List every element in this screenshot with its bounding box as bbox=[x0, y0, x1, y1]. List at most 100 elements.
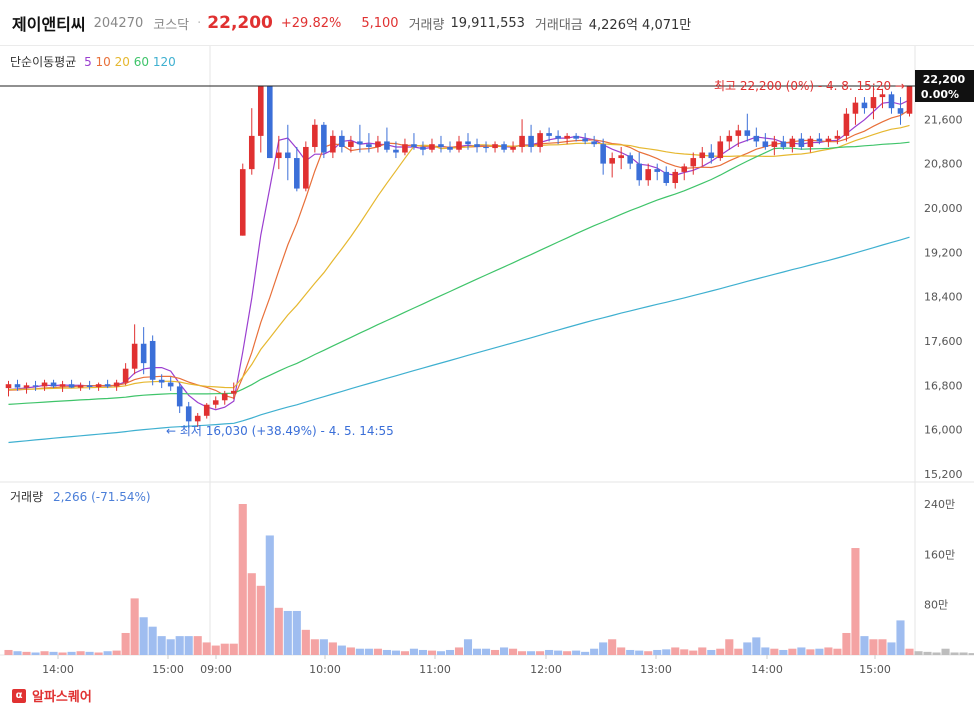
volume-bar bbox=[770, 648, 779, 655]
volume-bar bbox=[238, 504, 247, 655]
header-divider bbox=[0, 45, 974, 46]
volume-value: 19,911,553 bbox=[450, 15, 525, 31]
volume-tick-label: 160만 bbox=[924, 548, 955, 561]
candle bbox=[203, 403, 210, 419]
candle bbox=[789, 135, 796, 153]
change-amount: 5,100 bbox=[361, 15, 399, 31]
ma-legend[interactable]: 단순이동평균 5 10 20 60 120 bbox=[10, 53, 176, 70]
volume-bar bbox=[436, 651, 446, 655]
ma-20-label: 20 bbox=[114, 55, 130, 69]
y-tick-label: 15,200 bbox=[924, 468, 963, 481]
candle bbox=[23, 382, 30, 394]
candle-body bbox=[86, 385, 93, 387]
volume-bar bbox=[662, 649, 671, 655]
candle bbox=[465, 133, 471, 150]
market-name: 코스닥 bbox=[153, 17, 190, 33]
volume-bar bbox=[373, 648, 382, 655]
volume-bar bbox=[590, 648, 599, 655]
candle bbox=[780, 135, 787, 150]
candle-body bbox=[780, 141, 787, 147]
volume-bar bbox=[851, 548, 860, 655]
candle bbox=[221, 390, 228, 405]
volume-bar bbox=[761, 647, 770, 655]
candle-body bbox=[330, 135, 336, 153]
candle-body bbox=[456, 141, 462, 150]
candle-body bbox=[438, 144, 444, 147]
candle bbox=[879, 88, 886, 109]
volume-bar bbox=[581, 651, 590, 655]
volume-bar bbox=[878, 639, 887, 655]
candle bbox=[762, 133, 769, 150]
candle bbox=[59, 380, 66, 392]
candle bbox=[744, 113, 751, 142]
candle bbox=[411, 133, 417, 150]
volume-bar bbox=[554, 650, 563, 655]
y-tick-label: 21,600 bbox=[924, 113, 963, 126]
y-tick-label: 16,000 bbox=[924, 424, 963, 437]
volume-bar bbox=[58, 652, 67, 655]
volume-bar bbox=[121, 632, 130, 655]
volume-bar bbox=[653, 649, 662, 655]
stock-name: 제이앤티씨 bbox=[12, 15, 86, 34]
candle-body bbox=[77, 385, 84, 388]
volume-bar bbox=[247, 573, 256, 655]
candle-body bbox=[50, 382, 57, 387]
volume-bar bbox=[175, 636, 184, 655]
volume-bar bbox=[382, 649, 391, 655]
volume-bar bbox=[481, 648, 491, 655]
candle bbox=[104, 379, 111, 389]
volume-bar bbox=[157, 636, 166, 655]
candle-body bbox=[420, 146, 426, 150]
volume-bar bbox=[328, 642, 337, 655]
volume-bar bbox=[94, 652, 103, 655]
volume-bar bbox=[626, 649, 635, 655]
candle bbox=[149, 335, 156, 386]
amount-label: 거래대금 bbox=[534, 17, 583, 33]
candle-body bbox=[906, 86, 913, 114]
candle-body bbox=[870, 97, 877, 109]
candle-body bbox=[519, 135, 525, 147]
volume-bar bbox=[346, 647, 355, 655]
candle bbox=[32, 380, 39, 391]
candle bbox=[654, 163, 661, 181]
candle-body bbox=[861, 102, 868, 109]
volume-tick-label: 240만 bbox=[924, 498, 955, 511]
x-tick-label: 13:00 bbox=[640, 663, 672, 676]
candle-body bbox=[501, 144, 507, 150]
candle bbox=[681, 163, 688, 181]
volume-bar bbox=[563, 651, 572, 655]
volume-bar bbox=[860, 636, 869, 655]
candle-body bbox=[149, 340, 156, 380]
volume-bar bbox=[166, 639, 175, 655]
volume-bar bbox=[599, 642, 608, 655]
volume-label: 거래량 bbox=[408, 17, 445, 33]
candle-body bbox=[393, 149, 399, 153]
high-annotation: 최고 22,200 (0%) - 4. 8. 15:20 → bbox=[714, 79, 905, 93]
candle bbox=[402, 138, 408, 156]
candle bbox=[276, 135, 282, 170]
candle bbox=[366, 133, 372, 153]
separator-dot: · bbox=[197, 15, 202, 31]
candle-body bbox=[366, 144, 372, 147]
candle-body bbox=[59, 384, 66, 387]
y-tick-label: 16,800 bbox=[924, 379, 963, 392]
volume-bar bbox=[824, 647, 833, 655]
candle-body bbox=[645, 169, 652, 181]
candle bbox=[140, 327, 147, 375]
candle bbox=[474, 138, 480, 153]
volume-bar bbox=[941, 648, 950, 655]
candle bbox=[176, 382, 183, 414]
candle bbox=[339, 130, 345, 153]
volume-bar bbox=[698, 647, 707, 655]
ma-120-line bbox=[8, 236, 910, 444]
volume-bar bbox=[427, 650, 437, 655]
volume-bar bbox=[4, 649, 13, 655]
volume-bar bbox=[220, 643, 229, 655]
x-tick-label: 12:00 bbox=[530, 663, 562, 676]
candle bbox=[492, 141, 498, 153]
footer-brand[interactable]: α 알파스퀘어 bbox=[12, 686, 92, 705]
candle bbox=[771, 135, 778, 156]
candle bbox=[906, 86, 913, 117]
candle-body bbox=[23, 385, 30, 388]
